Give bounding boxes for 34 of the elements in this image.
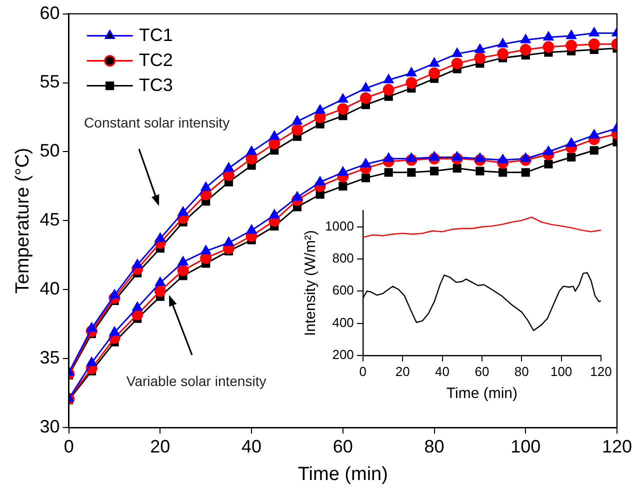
x-tick-label: 120 xyxy=(590,364,612,379)
y-tick-label: 60 xyxy=(40,2,60,23)
annotation: Constant solar intensity xyxy=(84,114,230,131)
x-tick-label: 0 xyxy=(359,364,367,379)
x-tick-label: 120 xyxy=(602,436,632,456)
y-tick-label: 1000 xyxy=(325,218,354,234)
legend-label: TC1 xyxy=(138,24,173,45)
x-tick-label: 80 xyxy=(514,364,529,379)
x-axis-title: Time (min) xyxy=(446,385,518,402)
annotation: Variable solar intensity xyxy=(126,373,266,390)
x-tick-label: 80 xyxy=(424,436,444,456)
y-tick-label: 200 xyxy=(332,346,354,362)
x-tick-label: 40 xyxy=(242,436,262,456)
legend-label: TC2 xyxy=(138,50,173,70)
y-axis-title: Intensity (W/m²) xyxy=(302,230,320,336)
y-tick-label: 55 xyxy=(40,72,60,92)
y-tick-label: 50 xyxy=(40,140,60,161)
y-tick-label: 40 xyxy=(40,278,60,299)
x-tick-label: 40 xyxy=(435,364,450,379)
y-tick-label: 800 xyxy=(332,250,354,266)
x-tick-label: 100 xyxy=(510,436,541,456)
x-tick-label: 20 xyxy=(395,364,410,379)
x-tick-label: 20 xyxy=(150,436,170,456)
x-tick-label: 0 xyxy=(64,436,74,456)
y-tick-label: 45 xyxy=(40,210,60,230)
x-tick-label: 100 xyxy=(550,364,572,379)
y-tick-label: 400 xyxy=(332,314,354,330)
x-axis-title: Time (min) xyxy=(298,464,388,485)
legend-label: TC3 xyxy=(138,74,173,95)
y-axis-title: Temperature (°C) xyxy=(12,148,34,294)
y-tick-label: 35 xyxy=(40,348,60,368)
y-tick-label: 600 xyxy=(332,282,354,298)
x-tick-label: 60 xyxy=(474,364,490,379)
y-tick-label: 30 xyxy=(40,416,60,437)
